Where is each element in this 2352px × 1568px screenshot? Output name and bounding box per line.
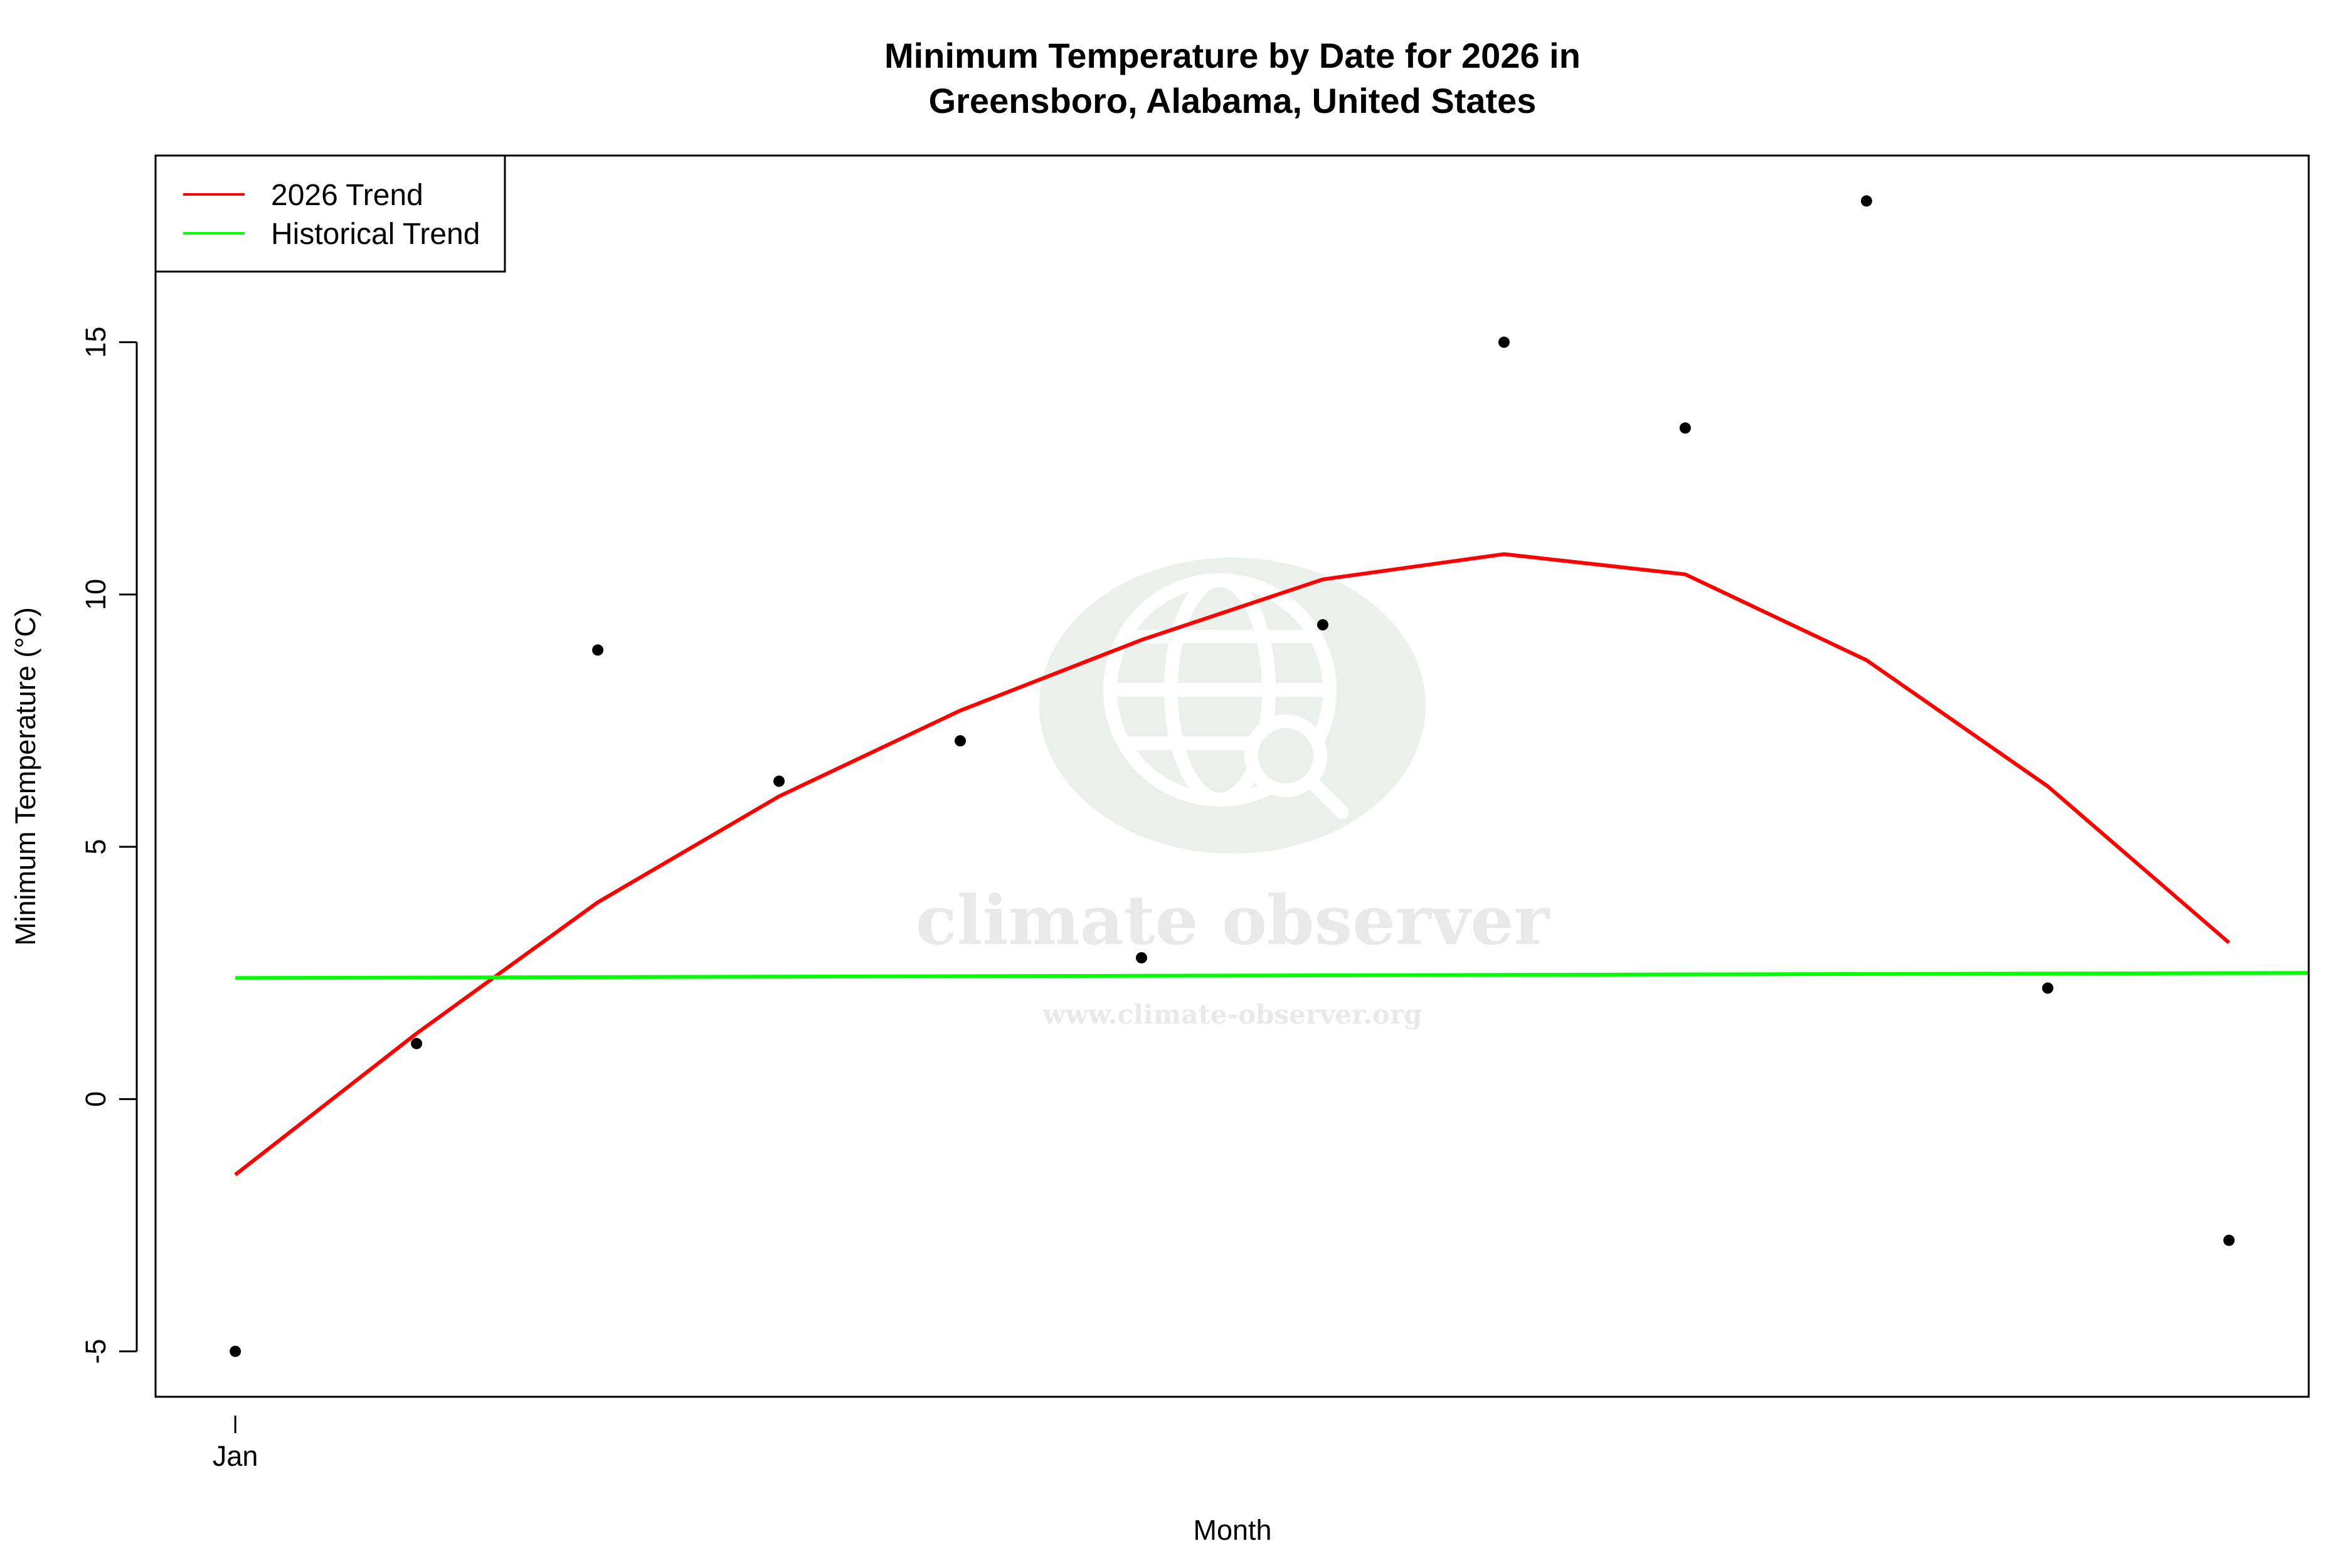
legend-box [154,154,506,273]
data-point [1679,422,1691,434]
globe-search-icon [1103,573,1349,819]
data-point [592,644,604,656]
legend: 2026 Trend Historical Trend [154,154,506,273]
watermark-globe-badge [1039,558,1426,854]
data-point [773,775,785,787]
watermark: climate observer www.climate-observer.or… [916,558,1551,1030]
data-point [2042,982,2053,994]
data-point [1316,619,1328,631]
y-axis-label: Minimum Temperature (°C) [9,607,41,946]
data-point [1860,195,1872,207]
y-tick-label: -5 [80,1339,112,1364]
data-point [2223,1234,2235,1246]
y-tick-label: 0 [80,1091,112,1107]
y-tick-label: 10 [80,579,112,610]
plot-frame [154,154,2310,1398]
legend-label-2026-trend: 2026 Trend [271,179,423,212]
watermark-url: www.climate-observer.org [1042,999,1422,1030]
axis-layer: -5 0 5 10 15 Jan [80,327,258,1472]
y-tick-label: 15 [80,327,112,358]
legend-label-historical-trend: Historical Trend [271,218,480,251]
data-point [955,735,967,747]
chart-title-line2: Greensboro, Alabama, United States [929,81,1537,120]
series-line-2026-trend [234,552,2230,1177]
data-point [230,1345,241,1357]
watermark-name: climate observer [916,881,1551,960]
x-tick-label: Jan [213,1440,258,1472]
x-axis-label: Month [1193,1514,1271,1546]
data-point [1498,336,1510,348]
plot-layer [230,195,2309,1357]
series-line-historical-trend [235,971,2309,980]
data-point [1136,952,1148,964]
data-point [411,1037,423,1049]
y-tick-label: 5 [80,839,112,855]
chart-title-line1: Minimum Temperature by Date for 2026 in [884,36,1581,75]
